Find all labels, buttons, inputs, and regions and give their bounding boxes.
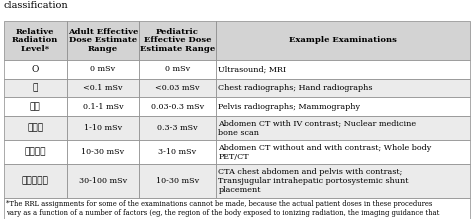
Text: ☢: ☢	[33, 84, 38, 93]
Text: Pelvis radiographs; Mammography: Pelvis radiographs; Mammography	[219, 103, 360, 111]
Bar	[4, 140, 67, 164]
Text: Ultrasound; MRI: Ultrasound; MRI	[219, 65, 286, 74]
Text: Chest radiographs; Hand radiographs: Chest radiographs; Hand radiographs	[219, 84, 373, 92]
Bar	[139, 79, 216, 97]
Text: <0.1 mSv: <0.1 mSv	[83, 84, 123, 92]
Bar	[4, 116, 67, 140]
Bar	[216, 79, 470, 97]
Text: 0.1-1 mSv: 0.1-1 mSv	[82, 103, 123, 111]
Bar	[139, 21, 216, 60]
Bar	[4, 164, 67, 198]
Bar	[4, 60, 67, 79]
Bar	[4, 97, 67, 116]
Bar	[67, 21, 139, 60]
Text: O: O	[32, 65, 39, 74]
Text: *The RRL assignments for some of the examinations cannot be made, because the ac: *The RRL assignments for some of the exa…	[6, 200, 439, 219]
Bar	[139, 164, 216, 198]
Text: 10-30 mSv: 10-30 mSv	[156, 177, 199, 185]
Bar	[216, 164, 470, 198]
Bar	[67, 164, 139, 198]
Text: ☢☢☢☢☢: ☢☢☢☢☢	[22, 176, 49, 185]
Bar	[216, 140, 470, 164]
Text: Relative
Radiation
Level*: Relative Radiation Level*	[12, 28, 58, 53]
Bar	[139, 140, 216, 164]
Text: Pediatric
Effective Dose
Estimate Range: Pediatric Effective Dose Estimate Range	[140, 28, 215, 53]
Text: 30-100 mSv: 30-100 mSv	[79, 177, 127, 185]
Text: 1-10 mSv: 1-10 mSv	[84, 124, 122, 132]
Text: 0 mSv: 0 mSv	[165, 65, 190, 74]
Text: 3-10 mSv: 3-10 mSv	[158, 148, 197, 156]
Bar	[67, 116, 139, 140]
Bar	[216, 21, 470, 60]
Text: 0 mSv: 0 mSv	[91, 65, 116, 74]
Text: Adult Effective
Dose Estimate
Range: Adult Effective Dose Estimate Range	[68, 28, 138, 53]
Text: 0.03-0.3 mSv: 0.03-0.3 mSv	[151, 103, 204, 111]
Bar	[216, 97, 470, 116]
Text: CTA chest abdomen and pelvis with contrast;
Transjugular intrahepatic portosyste: CTA chest abdomen and pelvis with contra…	[219, 168, 409, 194]
Text: ☢☢☢☢: ☢☢☢☢	[25, 148, 46, 157]
Bar	[67, 79, 139, 97]
Text: Abdomen CT without and with contrast; Whole body
PET/CT: Abdomen CT without and with contrast; Wh…	[219, 144, 432, 161]
Text: Example Examinations: Example Examinations	[289, 37, 397, 44]
Bar	[139, 97, 216, 116]
Bar	[67, 97, 139, 116]
Bar	[67, 140, 139, 164]
Bar	[216, 60, 470, 79]
Text: <0.03 mSv: <0.03 mSv	[155, 84, 200, 92]
Bar	[139, 60, 216, 79]
Text: classification: classification	[4, 1, 68, 10]
Bar	[67, 60, 139, 79]
Bar	[4, 198, 470, 219]
Text: 0.3-3 mSv: 0.3-3 mSv	[157, 124, 198, 132]
Text: Abdomen CT with IV contrast; Nuclear medicine
bone scan: Abdomen CT with IV contrast; Nuclear med…	[219, 120, 417, 137]
Bar	[216, 116, 470, 140]
Text: 10-30 mSv: 10-30 mSv	[82, 148, 125, 156]
Bar	[139, 116, 216, 140]
Bar	[4, 79, 67, 97]
Text: ☢☢☢: ☢☢☢	[27, 124, 43, 133]
Bar	[4, 21, 67, 60]
Text: ☢☢: ☢☢	[30, 102, 41, 111]
